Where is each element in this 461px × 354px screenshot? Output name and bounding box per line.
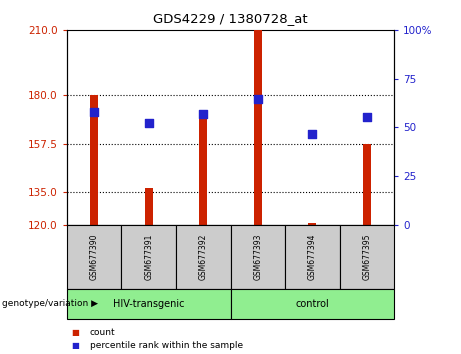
Text: ■: ■ bbox=[71, 341, 79, 350]
Text: control: control bbox=[296, 298, 329, 309]
Text: GSM677393: GSM677393 bbox=[253, 233, 262, 280]
Bar bbox=[363, 144, 371, 225]
Bar bbox=[254, 30, 262, 225]
Text: GDS4229 / 1380728_at: GDS4229 / 1380728_at bbox=[153, 12, 308, 25]
Point bbox=[200, 112, 207, 117]
Text: GSM677390: GSM677390 bbox=[89, 233, 99, 280]
Text: genotype/variation ▶: genotype/variation ▶ bbox=[2, 299, 98, 308]
Point bbox=[90, 109, 98, 115]
Text: ■: ■ bbox=[71, 328, 79, 337]
Text: GSM677395: GSM677395 bbox=[362, 233, 372, 280]
Point bbox=[309, 131, 316, 137]
Text: GSM677392: GSM677392 bbox=[199, 233, 208, 280]
Point bbox=[145, 120, 152, 126]
Bar bbox=[199, 116, 207, 225]
Bar bbox=[308, 223, 316, 225]
Point bbox=[254, 97, 261, 102]
Bar bbox=[90, 95, 98, 225]
Text: GSM677391: GSM677391 bbox=[144, 233, 153, 280]
Text: count: count bbox=[90, 328, 116, 337]
Bar bbox=[145, 188, 153, 225]
Text: percentile rank within the sample: percentile rank within the sample bbox=[90, 341, 243, 350]
Point bbox=[363, 114, 371, 119]
Text: HIV-transgenic: HIV-transgenic bbox=[113, 298, 184, 309]
Text: GSM677394: GSM677394 bbox=[308, 233, 317, 280]
